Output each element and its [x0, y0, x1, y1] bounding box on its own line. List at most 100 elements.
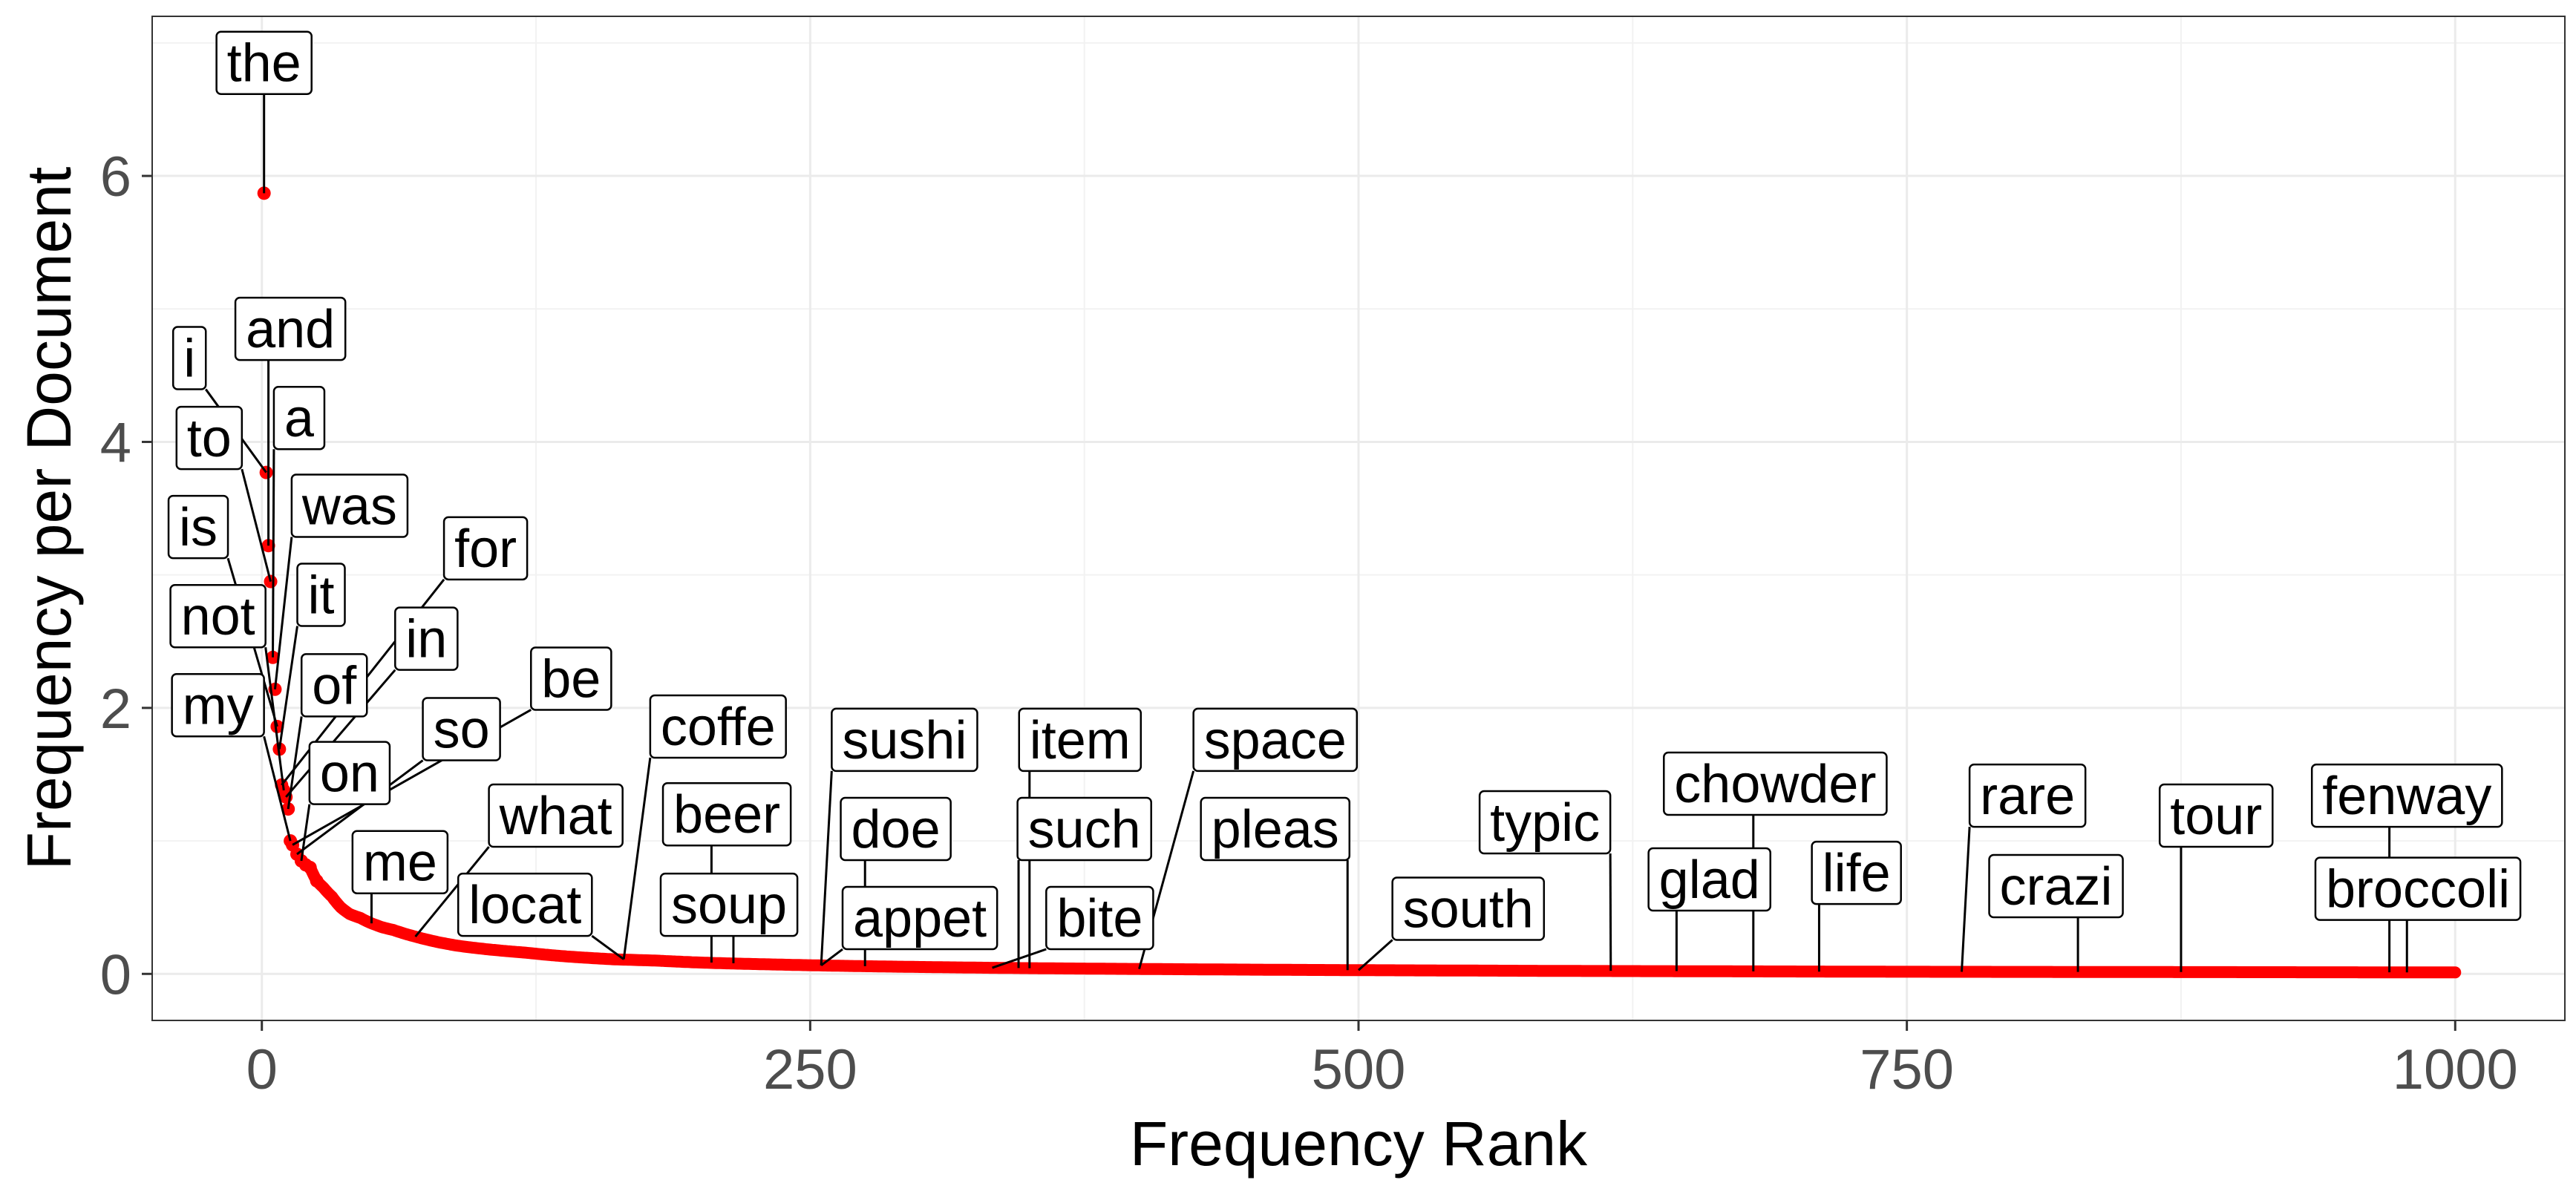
label-on: on — [300, 741, 391, 862]
label-text: soup — [671, 876, 787, 935]
leader-line — [273, 537, 293, 689]
label-text: and — [246, 300, 335, 359]
leader-line — [264, 647, 285, 791]
label-a: a — [272, 385, 326, 658]
label-text: sushi — [842, 711, 967, 770]
label-text: beer — [673, 785, 780, 845]
label-text: rare — [1980, 767, 2075, 826]
label-box — [1200, 796, 1351, 862]
label-box — [296, 563, 346, 627]
leader-line — [263, 735, 292, 842]
label-box — [215, 30, 313, 95]
label-such: such — [1016, 796, 1152, 968]
label-box — [457, 872, 593, 937]
label-appet: appet — [820, 885, 998, 967]
label-text: for — [454, 519, 517, 579]
label-glad: glad — [1647, 847, 1772, 971]
leader-line — [1609, 853, 1612, 971]
label-of: of — [287, 653, 368, 810]
leader-line — [992, 948, 1047, 969]
label-box — [1988, 853, 2124, 919]
label-rare: rare — [1961, 763, 2087, 972]
label-it: it — [278, 563, 346, 750]
label-box — [1391, 876, 1546, 941]
label-box — [175, 405, 243, 471]
label-life: life — [1811, 840, 1902, 972]
label-text: such — [1028, 800, 1141, 859]
label-box — [422, 697, 501, 761]
leader-line — [241, 468, 272, 582]
label-text: so — [434, 701, 490, 760]
label-box — [649, 694, 787, 759]
x-tick-label: 750 — [1860, 1038, 1954, 1101]
label-be: be — [292, 646, 612, 846]
label-is: is — [167, 494, 278, 727]
label-box — [351, 830, 449, 894]
label-box — [290, 473, 409, 538]
leader-line — [591, 934, 625, 960]
x-tick-label: 250 — [763, 1038, 857, 1101]
label-text: tour — [2170, 787, 2262, 846]
label-text: fenway — [2322, 767, 2491, 826]
x-tick-label: 0 — [246, 1038, 278, 1101]
x-tick-label: 500 — [1312, 1038, 1406, 1101]
label-box — [2314, 856, 2522, 921]
label-sushi: sushi — [820, 707, 978, 966]
axes: 0 250 500 750 1000 0 2 4 6 — [100, 145, 2518, 1101]
label-typic: typic — [1478, 790, 1612, 971]
label-i: i — [171, 326, 267, 473]
label-box — [661, 781, 792, 847]
label-text: pleas — [1212, 800, 1339, 859]
label-box — [1968, 763, 2087, 828]
leader-line — [414, 846, 490, 938]
label-box — [530, 646, 612, 711]
leader-line — [1961, 827, 1971, 972]
x-axis-title: Frequency Rank — [1130, 1109, 1588, 1179]
label-text: me — [363, 833, 437, 893]
label-bite: bite — [992, 885, 1154, 969]
label-text: crazi — [2000, 857, 2113, 917]
label-text: in — [405, 610, 447, 669]
leader-line — [272, 449, 275, 658]
label-text: chowder — [1674, 755, 1876, 814]
label-locat: locat — [457, 872, 625, 960]
label-box — [1663, 751, 1888, 816]
label-so: so — [296, 697, 501, 856]
label-text: south — [1403, 879, 1534, 939]
label-text: my — [183, 676, 254, 735]
label-what: what — [414, 783, 624, 938]
label-pleas: pleas — [1200, 796, 1351, 971]
leader-line — [1358, 939, 1393, 971]
label-text: life — [1823, 844, 1891, 903]
label-box — [394, 606, 459, 671]
label-text: be — [541, 649, 601, 709]
label-doe: doe — [840, 796, 952, 966]
label-box — [1647, 847, 1772, 912]
label-box — [1018, 707, 1142, 773]
label-soup: soup — [659, 872, 799, 963]
label-box — [442, 516, 529, 581]
label-box — [308, 741, 391, 805]
leader-line — [287, 716, 303, 810]
leader-line — [820, 948, 843, 967]
x-tick-label: 1000 — [2393, 1038, 2518, 1101]
label-box — [1478, 790, 1612, 855]
label-beer: beer — [661, 781, 792, 963]
label-text: coffe — [661, 698, 776, 757]
label-fenway: fenway — [2310, 763, 2503, 973]
label-text: locat — [468, 876, 581, 935]
label-to: to — [175, 405, 272, 582]
points-tail — [299, 859, 2462, 979]
label-text: what — [499, 787, 612, 846]
label-and: and — [234, 296, 347, 546]
label-text: not — [181, 587, 255, 646]
label-box — [171, 326, 207, 390]
label-text: was — [301, 476, 397, 536]
leader-line — [278, 626, 298, 750]
label-tour: tour — [2158, 783, 2274, 972]
leader-line — [300, 804, 311, 862]
label-box — [841, 885, 998, 951]
label-was: was — [273, 473, 409, 689]
label-text: on — [320, 744, 379, 804]
